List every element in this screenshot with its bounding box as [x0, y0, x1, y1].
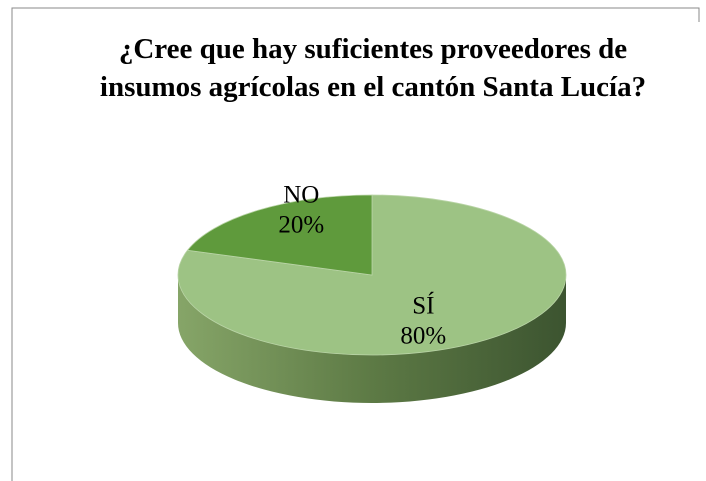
pie-side: [178, 275, 566, 403]
chart-frame: [11, 7, 700, 481]
slice-value-label: 20%: [278, 212, 324, 239]
slice-category-label: SÍ: [412, 291, 434, 319]
pie-slice: [186, 194, 373, 276]
slice-value-label: 80%: [400, 322, 446, 349]
slice-category-label: NO: [283, 182, 319, 209]
chart-title: ¿Cree que hay suficientes proveedores de…: [99, 33, 647, 103]
